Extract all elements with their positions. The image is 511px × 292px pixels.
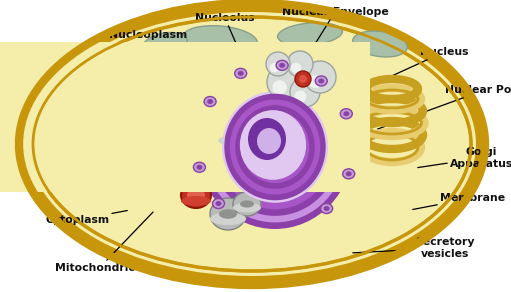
Ellipse shape [19,3,485,285]
Ellipse shape [233,192,261,216]
Bar [0,42,370,192]
Ellipse shape [210,78,340,216]
Ellipse shape [343,111,350,116]
Ellipse shape [218,125,246,149]
Circle shape [299,75,307,83]
Ellipse shape [230,100,320,194]
Ellipse shape [239,121,249,127]
Text: Cytoplasm: Cytoplasm [45,211,127,225]
Ellipse shape [315,76,327,86]
Ellipse shape [343,169,355,179]
Ellipse shape [124,91,232,166]
Ellipse shape [194,162,205,172]
Ellipse shape [225,133,239,141]
Circle shape [266,52,290,76]
Text: Golgi
Apparatus: Golgi Apparatus [418,147,511,169]
Ellipse shape [216,85,334,209]
Ellipse shape [276,60,288,70]
Ellipse shape [318,79,324,84]
Ellipse shape [181,182,211,208]
Ellipse shape [123,97,227,151]
Ellipse shape [207,99,213,104]
Text: Nuclear Envelope: Nuclear Envelope [282,7,388,66]
Circle shape [287,51,313,77]
Ellipse shape [235,105,315,189]
Ellipse shape [204,97,216,107]
Text: Nucleus: Nucleus [353,47,469,94]
Ellipse shape [196,165,202,170]
Ellipse shape [277,23,342,45]
Text: Secretory
vesicles: Secretory vesicles [353,237,475,259]
Ellipse shape [219,209,237,219]
Ellipse shape [28,12,476,276]
Ellipse shape [240,110,306,180]
Ellipse shape [216,201,221,206]
Ellipse shape [218,136,246,145]
Ellipse shape [340,109,352,119]
Circle shape [304,61,336,93]
Ellipse shape [320,204,333,213]
Text: Nucleoplasm: Nucleoplasm [109,30,243,110]
Circle shape [270,63,279,72]
Ellipse shape [210,198,246,230]
Ellipse shape [241,111,309,183]
Ellipse shape [240,200,254,208]
Ellipse shape [353,31,407,57]
Ellipse shape [233,114,255,134]
Ellipse shape [323,206,330,211]
Circle shape [267,64,303,100]
Ellipse shape [187,188,205,202]
Ellipse shape [238,71,244,76]
Text: Mitochondrion: Mitochondrion [55,212,153,273]
Ellipse shape [143,32,187,55]
Ellipse shape [279,63,285,68]
Circle shape [290,77,320,107]
Ellipse shape [248,118,286,160]
Ellipse shape [210,212,246,225]
Circle shape [294,91,307,102]
Circle shape [272,80,287,95]
Ellipse shape [181,196,211,206]
Text: Peroxisome: Peroxisome [30,159,122,173]
Circle shape [295,71,311,87]
Ellipse shape [233,203,261,212]
Ellipse shape [235,68,247,78]
Circle shape [309,75,321,88]
Ellipse shape [251,122,298,172]
Ellipse shape [197,65,353,229]
Ellipse shape [213,199,224,208]
Ellipse shape [233,123,255,131]
Ellipse shape [222,91,328,203]
Text: Nuclear Pore: Nuclear Pore [378,85,511,129]
Circle shape [291,63,301,73]
Ellipse shape [203,72,347,223]
Ellipse shape [224,94,326,200]
Ellipse shape [257,128,281,154]
Text: Lysosome: Lysosome [30,100,179,115]
Ellipse shape [182,26,258,54]
Ellipse shape [346,171,352,176]
Ellipse shape [246,117,304,177]
Text: Nucleolus: Nucleolus [195,13,264,107]
Text: Membrane: Membrane [413,193,505,209]
